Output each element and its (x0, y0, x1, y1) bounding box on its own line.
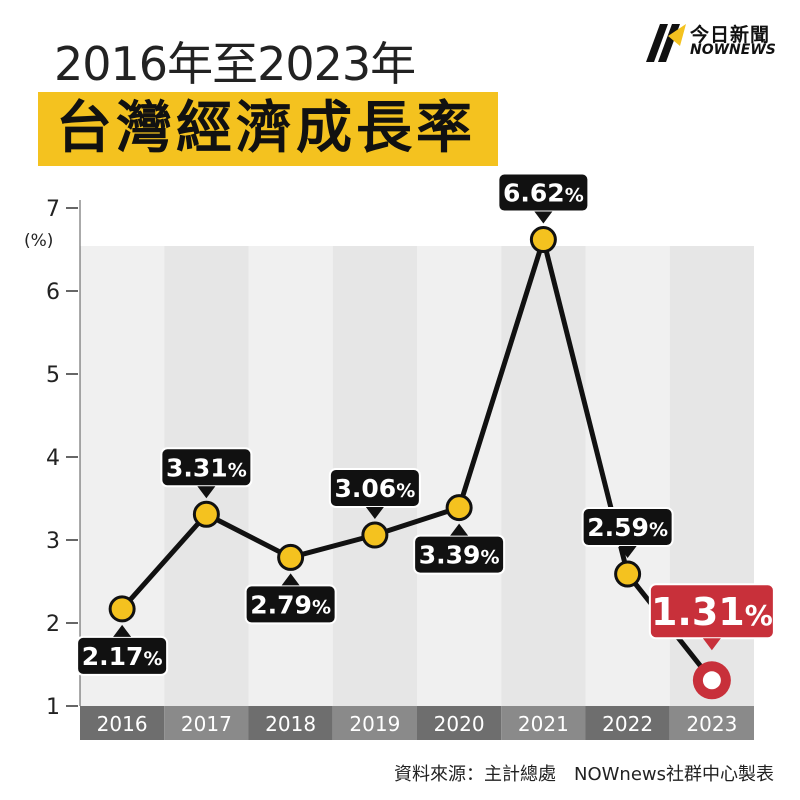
data-label-callout: 3.39% (413, 523, 506, 575)
x-category-label: 2021 (518, 712, 569, 736)
data-label-callout: 3.31% (160, 447, 253, 499)
data-label-callout: 2.17% (76, 624, 169, 676)
data-label-pointer (281, 573, 300, 586)
data-label-text: 3.06% (335, 474, 416, 503)
data-label-pointer (365, 507, 384, 520)
data-point (277, 543, 305, 571)
data-label-text: 3.39% (419, 541, 500, 570)
data-label-callout: 3.06% (328, 468, 421, 520)
data-label-text: 2.59% (587, 513, 668, 542)
x-category-label: 2022 (602, 712, 653, 736)
logo-text-zh: 今日新聞 (690, 24, 771, 46)
page-title: 台灣經濟成長率 (38, 92, 498, 166)
data-point (614, 560, 642, 588)
data-label-pointer (113, 624, 132, 637)
nownews-logo: 今日新聞 NOWNEWS (646, 20, 786, 62)
x-category-label: 2023 (686, 712, 737, 736)
data-label-callout: 2.59% (581, 507, 674, 559)
category-cell-bg (585, 706, 670, 740)
y-tick-label: 7 (46, 197, 60, 222)
data-label-text: 2.17% (82, 642, 163, 671)
category-cell-bg (332, 706, 417, 740)
y-tick-label: 3 (46, 529, 60, 554)
data-label-callout: 2.79% (244, 573, 337, 625)
x-category-label: 2019 (349, 712, 400, 736)
data-point (108, 595, 136, 623)
data-label-callout: 6.62% (497, 172, 590, 224)
data-label-pointer (450, 523, 469, 536)
data-label-text: 2.79% (250, 590, 331, 619)
y-tick-label: 6 (46, 280, 60, 305)
data-label-pointer (618, 546, 637, 559)
subtitle-years: 2016年至2023年 (54, 37, 416, 91)
y-tick-label: 1 (46, 695, 60, 720)
data-label-pointer (197, 486, 216, 499)
category-cell-bg (501, 706, 586, 740)
data-label-pointer (534, 211, 553, 224)
y-tick-label: 4 (46, 446, 60, 471)
source-note: 資料來源：主計總處 NOWnews社群中心製表 (393, 764, 774, 785)
data-label-text: 3.31% (166, 453, 247, 482)
category-cell-bg (80, 706, 165, 740)
plot-column-bg (417, 246, 502, 706)
plot-column-bg (248, 246, 333, 706)
data-label-callout: 1.31% (648, 583, 775, 651)
data-point (529, 226, 557, 254)
nownews-logo-icon (646, 24, 686, 62)
category-cell-bg (164, 706, 249, 740)
data-point (192, 500, 220, 528)
category-cell-bg (669, 706, 754, 740)
category-cell-bg (417, 706, 502, 740)
y-axis-unit-label: (%) (24, 231, 53, 251)
y-tick-label: 2 (46, 612, 60, 637)
data-label-pointer (702, 638, 721, 651)
data-label-text: 1.31% (651, 590, 773, 634)
x-category-label: 2020 (434, 712, 485, 736)
y-tick-label: 5 (46, 363, 60, 388)
data-point (361, 521, 389, 549)
data-point (445, 494, 473, 522)
x-category-label: 2017 (181, 712, 232, 736)
data-label-text: 6.62% (503, 179, 584, 208)
plot-column-bg (501, 246, 586, 706)
x-category-label: 2016 (97, 712, 148, 736)
x-category-label: 2018 (265, 712, 316, 736)
data-point-highlight-center (702, 671, 721, 690)
logo-text-en: NOWNEWS (690, 42, 776, 58)
category-cell-bg (248, 706, 333, 740)
